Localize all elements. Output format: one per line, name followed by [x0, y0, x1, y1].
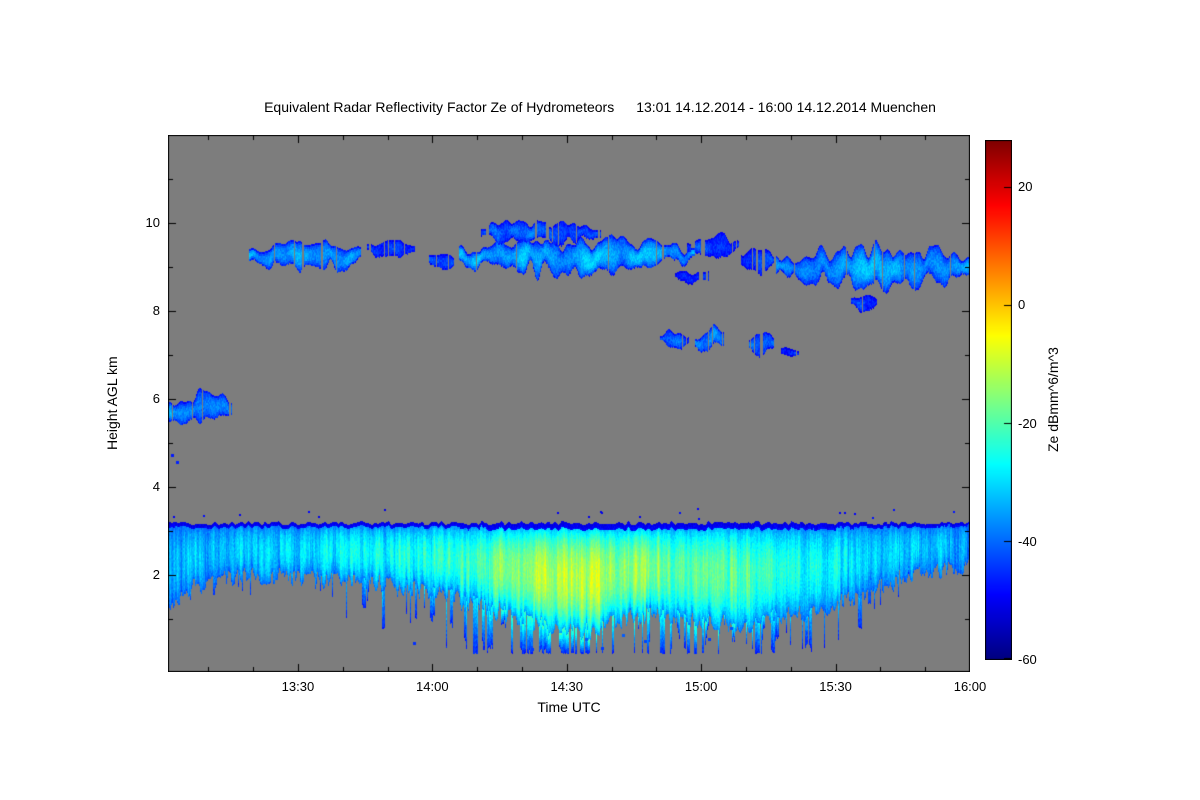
y-tick-label: 4: [152, 479, 160, 495]
x-axis-label: Time UTC: [537, 699, 601, 715]
figure-title: Equivalent Radar Reflectivity Factor Ze …: [0, 99, 1200, 115]
colorbar-tick-label: 20: [1018, 179, 1033, 195]
heatmap-plot-area: [168, 135, 970, 672]
title-main: Equivalent Radar Reflectivity Factor Ze …: [264, 99, 615, 115]
y-tick-label: 2: [152, 567, 160, 583]
x-tick-label: 16:00: [953, 679, 987, 694]
colorbar: [985, 140, 1012, 660]
x-tick-label: 14:30: [550, 679, 584, 694]
y-tick-label: 8: [152, 303, 160, 319]
x-tick-label: 15:00: [684, 679, 718, 694]
title-period: 13:01 14.12.2014 - 16:00 14.12.2014 Muen…: [636, 99, 936, 115]
colorbar-tick-label: 0: [1018, 297, 1026, 313]
colorbar-tick-label: -20: [1018, 415, 1037, 431]
y-tick-label: 6: [152, 391, 160, 407]
colorbar-label: Ze dBmm^6/m^3: [1045, 347, 1061, 453]
x-tick-label: 14:00: [416, 679, 449, 694]
colorbar-tick-label: -60: [1018, 652, 1037, 667]
x-tick-label: 13:30: [281, 679, 315, 694]
x-tick-label: 15:30: [819, 679, 852, 694]
y-tick-label: 10: [145, 215, 160, 231]
colorbar-tick-label: -40: [1018, 533, 1037, 549]
